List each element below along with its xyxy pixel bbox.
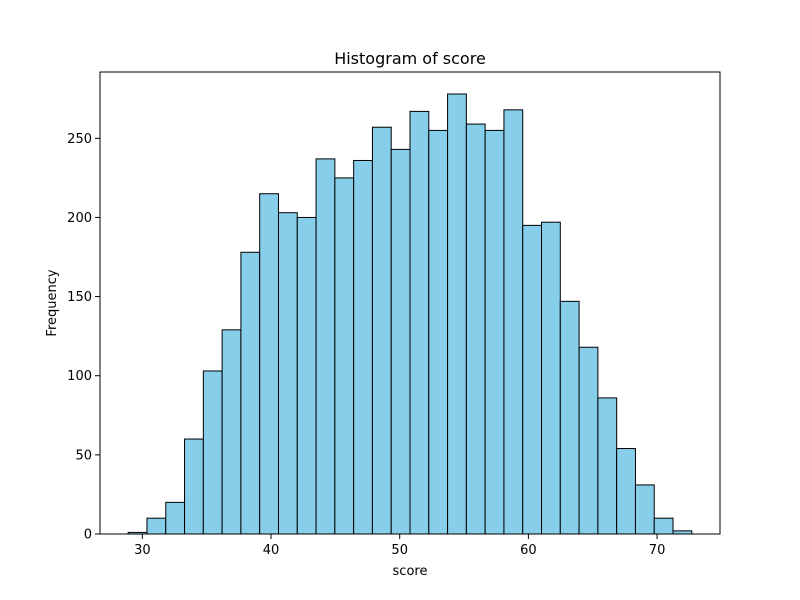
y-tick-label: 250 [67, 132, 92, 147]
histogram-bar [371, 126, 392, 535]
x-tick-label: 70 [649, 543, 666, 558]
chart-title: Histogram of score [334, 49, 486, 68]
x-axis-ticks: 30 40 50 60 70 [134, 534, 665, 558]
histogram-bar [409, 110, 430, 535]
histogram-bar [315, 158, 336, 535]
plot-frame [99, 71, 721, 535]
y-tick-label: 0 [84, 528, 92, 543]
histogram-bar [597, 397, 618, 535]
histogram-bar [653, 517, 674, 535]
histogram-bar [616, 448, 636, 535]
histogram-bar [296, 216, 317, 535]
y-axis-ticks: 0 50 100 150 200 250 [67, 132, 100, 543]
x-tick-label: 50 [391, 543, 408, 558]
histogram-bar [390, 148, 411, 535]
x-tick-label: 40 [263, 543, 280, 558]
histogram-bars [127, 93, 693, 535]
histogram-bar [428, 129, 449, 535]
histogram-bar [184, 438, 204, 535]
histogram-bar [353, 159, 373, 535]
histogram-bar [484, 129, 505, 535]
x-tick-label: 30 [134, 543, 151, 558]
histogram-bar [334, 177, 355, 535]
histogram-bar [465, 123, 486, 535]
histogram-bar [277, 212, 298, 535]
x-axis-label: score [393, 564, 428, 579]
y-tick-label: 150 [67, 290, 92, 305]
y-tick-label: 50 [75, 448, 92, 463]
histogram-bar [503, 109, 524, 535]
histogram-bar [240, 251, 261, 535]
histogram-bar [202, 370, 223, 535]
y-tick-label: 200 [67, 211, 92, 226]
histogram-bar [634, 484, 655, 535]
histogram-bar [522, 224, 543, 535]
x-tick-label: 60 [520, 543, 537, 558]
histogram-bar [559, 300, 580, 535]
y-tick-label: 100 [67, 369, 92, 384]
histogram-bar [541, 221, 561, 535]
histogram-bar [578, 346, 599, 535]
histogram-bar [146, 517, 167, 535]
y-axis-label: Frequency [45, 269, 60, 336]
histogram-bar [165, 501, 186, 535]
histogram-bar [259, 193, 279, 535]
histogram-bar [221, 329, 242, 535]
histogram-bar [447, 93, 467, 535]
